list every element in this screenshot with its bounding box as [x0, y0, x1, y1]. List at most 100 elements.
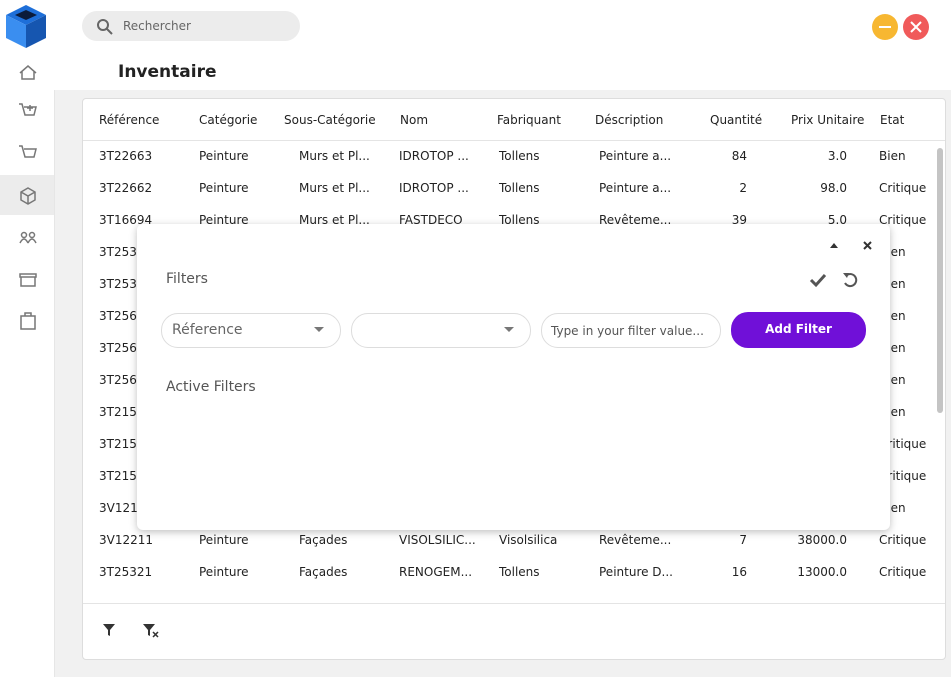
- table-cell: Façades: [299, 533, 348, 547]
- table-cell: 3T2159: [99, 405, 145, 419]
- table-cell: 3T16694: [99, 213, 153, 227]
- table-cell: Peinture: [199, 149, 249, 163]
- table-cell: Critique: [879, 437, 927, 451]
- table-cell: Façades: [299, 565, 348, 579]
- table-cell: 3T2561: [99, 341, 145, 355]
- table-cell: Peinture: [199, 565, 249, 579]
- collapse-button[interactable]: [830, 243, 838, 248]
- column-header: Nom: [400, 113, 429, 127]
- dialog-controls: [830, 241, 872, 250]
- table-cell: Tollens: [499, 181, 540, 195]
- table-cell: FASTDECO: [399, 213, 463, 227]
- field-select[interactable]: Réference: [161, 313, 341, 348]
- search-placeholder: Rechercher: [123, 19, 191, 33]
- users-icon[interactable]: [19, 238, 37, 244]
- table-cell: 38000.0: [797, 533, 847, 547]
- store-icon[interactable]: [19, 273, 37, 287]
- clear-filter-icon[interactable]: [143, 624, 155, 636]
- table-cell: Tollens: [499, 213, 540, 227]
- filter-dialog: Filters Réference Type in your filter va…: [137, 224, 890, 530]
- column-header: Sous-Catégorie: [284, 113, 376, 127]
- purchase-icon[interactable]: [19, 103, 37, 116]
- table-cell: 3V1218: [99, 501, 146, 515]
- table-cell: Revêteme...: [599, 533, 672, 547]
- table-cell: Murs et Pl...: [299, 213, 370, 227]
- table-cell: Peinture D...: [599, 565, 673, 579]
- column-header: Déscription: [595, 113, 664, 127]
- table-cell: Critique: [879, 469, 927, 483]
- table-cell: 3T22662: [99, 181, 153, 195]
- table-cell: Critique: [879, 181, 927, 195]
- home-icon[interactable]: [19, 65, 37, 80]
- add-filter-button[interactable]: Add Filter: [731, 312, 866, 348]
- column-header: Etat: [880, 113, 905, 127]
- filter-icon[interactable]: [103, 624, 115, 636]
- table-cell: IDROTOP ...: [399, 181, 469, 195]
- search-icon: [97, 19, 113, 35]
- table-cell: 2: [739, 181, 747, 195]
- close-dialog-button[interactable]: [863, 241, 872, 250]
- table-cell: Critique: [879, 565, 927, 579]
- reset-icon[interactable]: [844, 273, 858, 288]
- table-cell: Revêteme...: [599, 213, 672, 227]
- table-cell: 84: [731, 149, 747, 163]
- table-cell: Murs et Pl...: [299, 149, 370, 163]
- column-header: Catégorie: [199, 113, 258, 127]
- table-cell: 3.0: [827, 149, 847, 163]
- table-cell: 3T22663: [99, 149, 153, 163]
- table-cell: 3T2560: [99, 309, 145, 323]
- filter-actions: [809, 273, 858, 288]
- table-cell: 7: [739, 533, 747, 547]
- column-header: Quantité: [710, 113, 763, 127]
- table-cell: 3T2535: [99, 277, 145, 291]
- footer-divider: [83, 603, 945, 604]
- sidebar-icons: [0, 5, 54, 330]
- title-bar: [54, 52, 951, 90]
- search-box[interactable]: Rechercher: [82, 11, 300, 41]
- inventory-icon[interactable]: [20, 187, 36, 205]
- table-cell: 3V12211: [99, 533, 154, 547]
- filter-input[interactable]: Type in your filter value...: [541, 313, 721, 348]
- table-cell: RENOGEM...: [399, 565, 473, 579]
- table-cell: 3T2561: [99, 373, 145, 387]
- page-title: Inventaire: [118, 62, 217, 82]
- filter-title: Filters: [166, 271, 208, 287]
- table-cell: 39: [731, 213, 747, 227]
- active-filters-title: Active Filters: [166, 379, 256, 395]
- scrollbar[interactable]: [937, 148, 943, 413]
- table-cell: Peinture a...: [599, 181, 672, 195]
- field-select-value: Réference: [172, 322, 243, 338]
- table-cell: Bien: [879, 149, 906, 163]
- header-divider: [83, 140, 945, 141]
- footer-tools: [103, 624, 159, 638]
- table-cell: Critique: [879, 213, 927, 227]
- cart-icon[interactable]: [19, 145, 37, 158]
- table-cell: Visolsilica: [499, 533, 558, 547]
- table-cell: Tollens: [499, 565, 540, 579]
- table-cell: Tollens: [499, 149, 540, 163]
- table-cell: Peinture: [199, 213, 249, 227]
- filter-input-placeholder: Type in your filter value...: [551, 324, 704, 338]
- table-cell: 16: [731, 565, 747, 579]
- operator-select[interactable]: [351, 313, 531, 348]
- users-icon-head: [20, 231, 28, 239]
- table-cell: VISOLSILIC...: [399, 533, 476, 547]
- table-cell: Murs et Pl...: [299, 181, 370, 195]
- column-header: Prix Unitaire: [791, 113, 865, 127]
- table-cell: 3T2158: [99, 469, 145, 483]
- bag-icon[interactable]: [20, 312, 36, 330]
- users-icon-head: [28, 231, 36, 239]
- column-header: Référence: [99, 113, 160, 127]
- table-cell: Critique: [879, 533, 927, 547]
- table-cell: 3T2535: [99, 245, 145, 259]
- table-cell: 3T25321: [99, 565, 153, 579]
- apply-icon[interactable]: [809, 273, 827, 288]
- window-controls: [872, 14, 929, 40]
- table-cell: IDROTOP ...: [399, 149, 469, 163]
- table-cell: 3T2158: [99, 437, 145, 451]
- logo: [6, 5, 46, 48]
- column-header: Fabriquant: [497, 113, 561, 127]
- table-body: 3T22663 Peinture Murs et Pl... IDROTOP ... T…: [83, 141, 945, 603]
- table-cell: Peinture: [199, 181, 249, 195]
